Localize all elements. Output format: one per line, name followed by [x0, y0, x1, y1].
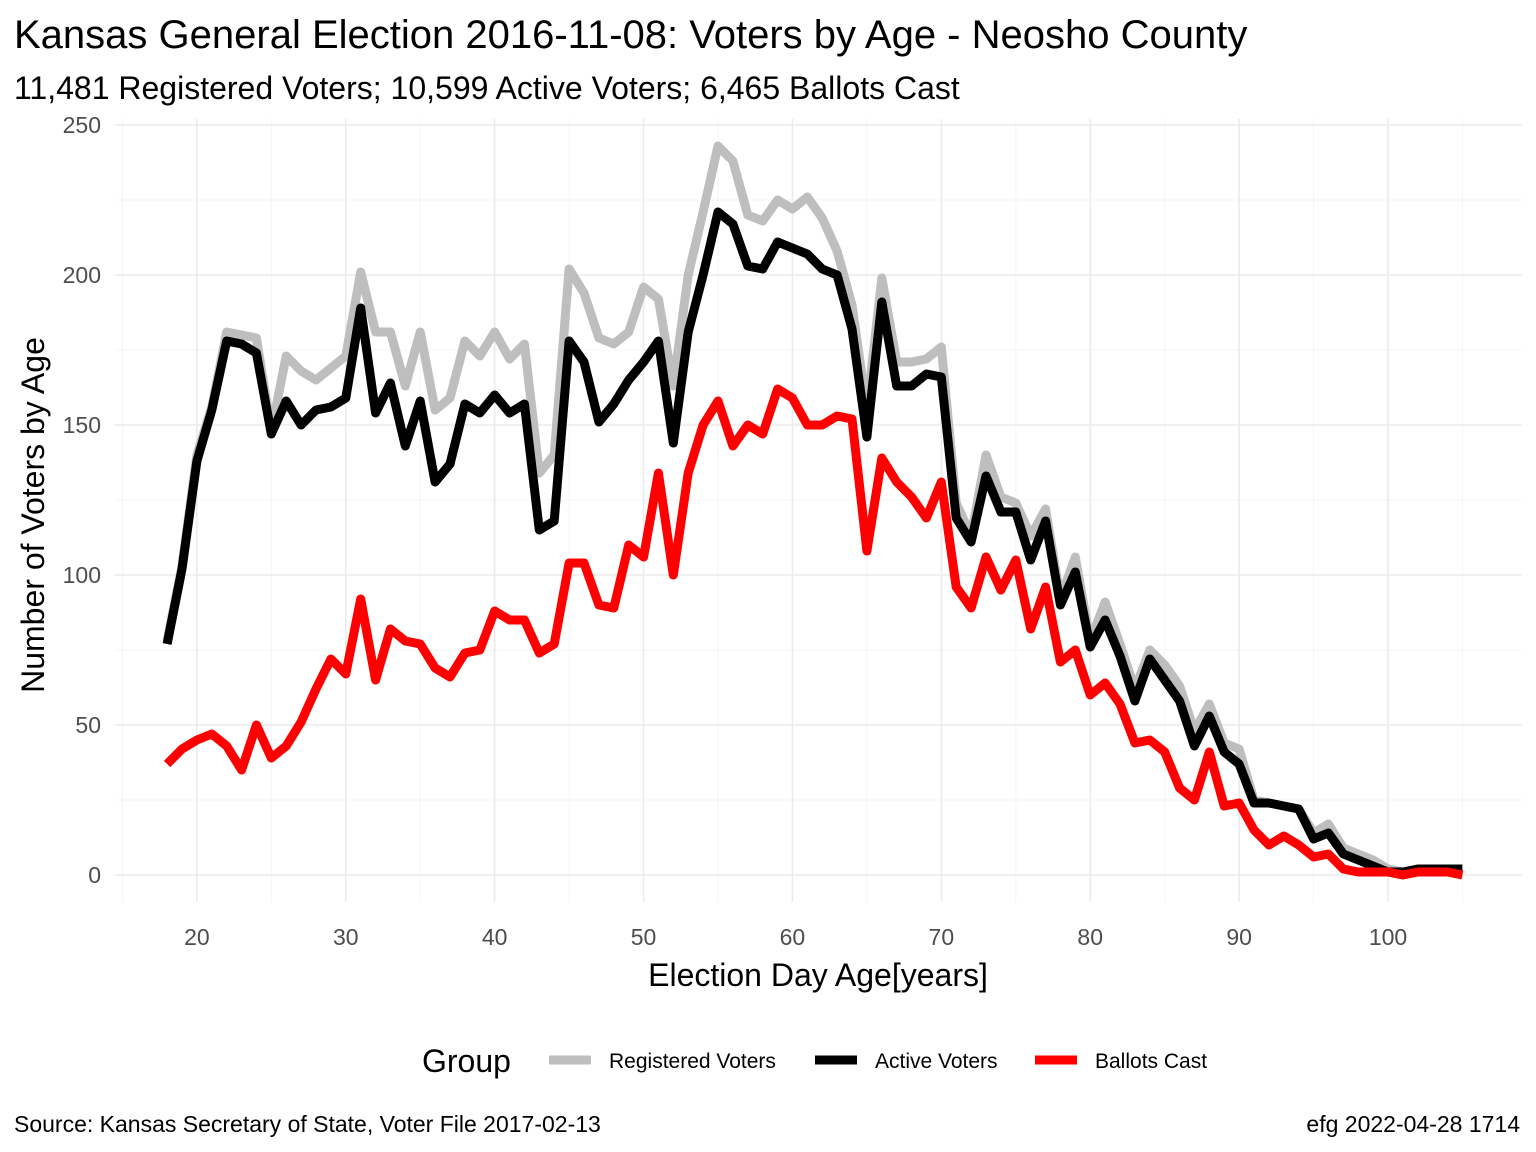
series-lines [162, 141, 1464, 880]
y-tick-label: 200 [63, 262, 101, 288]
y-tick-label: 150 [63, 412, 101, 438]
legend: Group Registered Voters Active Voters Ba… [422, 1043, 1207, 1079]
legend-label-ballots-cast: Ballots Cast [1095, 1050, 1207, 1073]
x-axis-title: Election Day Age[years] [648, 957, 988, 993]
x-tick-label: 20 [184, 924, 210, 950]
x-tick-label: 100 [1369, 924, 1407, 950]
x-tick-label: 70 [929, 924, 955, 950]
legend-label-active-voters: Active Voters [875, 1050, 998, 1073]
x-tick-label: 40 [482, 924, 508, 950]
x-tick-label: 80 [1077, 924, 1103, 950]
legend-label-registered-voters: Registered Voters [609, 1050, 776, 1073]
y-axis-title: Number of Voters by Age [15, 337, 51, 693]
x-axis-tick-labels: 20 30 40 50 60 70 80 90 100 [184, 924, 1407, 950]
y-tick-label: 50 [75, 712, 101, 738]
x-tick-label: 30 [333, 924, 359, 950]
series-line-active-voters [162, 207, 1463, 877]
y-tick-label: 0 [88, 862, 101, 888]
caption-credit: efg 2022-04-28 1714 [1306, 1111, 1520, 1137]
chart-title: Kansas General Election 2016-11-08: Vote… [14, 13, 1247, 57]
chart-subtitle: 11,481 Registered Voters; 10,599 Active … [14, 70, 960, 106]
y-tick-label: 250 [63, 112, 101, 138]
series-line-ballots-cast [163, 384, 1464, 880]
y-axis-tick-labels: 0 50 100 150 200 250 [63, 112, 101, 888]
series-line-registered-voters [162, 141, 1463, 877]
legend-title: Group [422, 1043, 511, 1079]
x-tick-label: 60 [780, 924, 806, 950]
caption-source: Source: Kansas Secretary of State, Voter… [14, 1111, 601, 1137]
minor-gridlines [115, 119, 1522, 902]
y-tick-label: 100 [63, 562, 101, 588]
x-tick-label: 50 [631, 924, 657, 950]
x-tick-label: 90 [1226, 924, 1252, 950]
major-gridlines [115, 119, 1522, 902]
